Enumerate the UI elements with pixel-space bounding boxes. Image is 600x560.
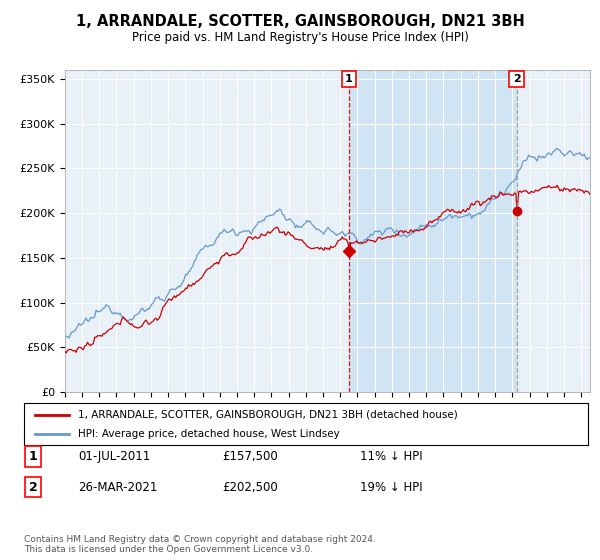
Text: 1: 1: [345, 74, 353, 84]
Text: 26-MAR-2021: 26-MAR-2021: [78, 480, 157, 494]
Text: HPI: Average price, detached house, West Lindsey: HPI: Average price, detached house, West…: [77, 429, 340, 439]
Text: Contains HM Land Registry data © Crown copyright and database right 2024.
This d: Contains HM Land Registry data © Crown c…: [24, 535, 376, 554]
Text: 11% ↓ HPI: 11% ↓ HPI: [360, 450, 422, 463]
Text: £202,500: £202,500: [222, 480, 278, 494]
Text: 2: 2: [513, 74, 521, 84]
Text: 19% ↓ HPI: 19% ↓ HPI: [360, 480, 422, 494]
Text: 1, ARRANDALE, SCOTTER, GAINSBOROUGH, DN21 3BH: 1, ARRANDALE, SCOTTER, GAINSBOROUGH, DN2…: [76, 14, 524, 29]
Text: 1: 1: [29, 450, 37, 463]
Text: 01-JUL-2011: 01-JUL-2011: [78, 450, 150, 463]
Text: £157,500: £157,500: [222, 450, 278, 463]
Text: 1, ARRANDALE, SCOTTER, GAINSBOROUGH, DN21 3BH (detached house): 1, ARRANDALE, SCOTTER, GAINSBOROUGH, DN2…: [77, 409, 457, 419]
Bar: [349, 70, 517, 392]
Text: 2: 2: [29, 480, 37, 494]
Text: Price paid vs. HM Land Registry's House Price Index (HPI): Price paid vs. HM Land Registry's House …: [131, 31, 469, 44]
